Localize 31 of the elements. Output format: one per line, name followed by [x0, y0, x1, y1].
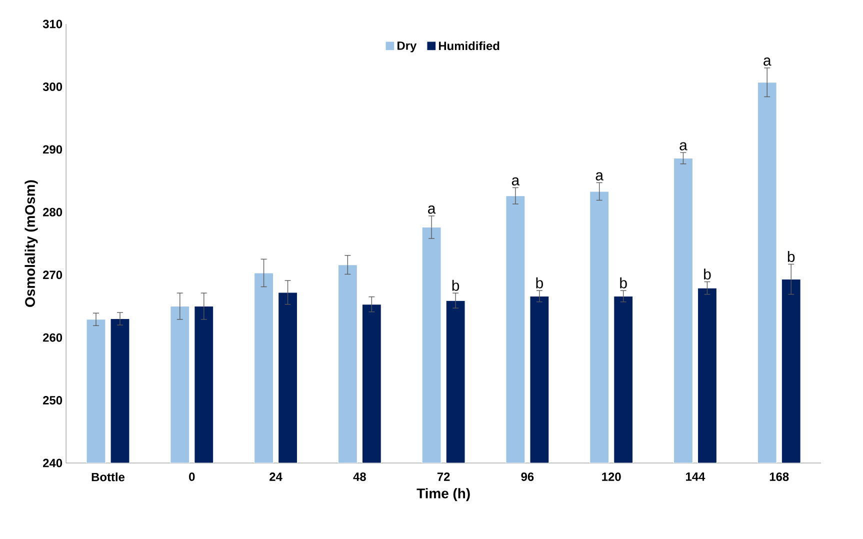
- y-tick-label: 310: [42, 20, 62, 28]
- annotation: a: [680, 142, 688, 150]
- annotation: b: [704, 268, 711, 280]
- x-tick-label: 168: [770, 472, 789, 481]
- annotation: b: [788, 251, 795, 262]
- x-tick-label: 24: [270, 472, 282, 481]
- y-tick-label: 240: [43, 458, 62, 468]
- x-tick-label: Bottle: [92, 472, 125, 482]
- annotation: b: [620, 277, 627, 288]
- annotation: b: [536, 277, 543, 288]
- x-tick-label: 72: [437, 472, 450, 481]
- annotation: a: [512, 177, 520, 186]
- x-tick-label: 144: [686, 472, 706, 481]
- y-tick-label: 260: [43, 333, 62, 342]
- annotation: a: [428, 206, 436, 214]
- legend-label: Humidified: [438, 41, 500, 50]
- y-tick-label: 270: [43, 270, 62, 280]
- x-axis-title: Time (h): [416, 488, 470, 502]
- y-tick-label: 280: [43, 208, 62, 216]
- y-axis-title: Osmolality (mOsm): [24, 180, 38, 307]
- annotation: a: [596, 172, 604, 180]
- annotation: a: [764, 58, 772, 66]
- x-tick-label: 0: [189, 472, 195, 481]
- y-tick-label: 250: [43, 396, 62, 405]
- annotation: b: [452, 280, 460, 291]
- y-tick-label: 290: [43, 145, 62, 154]
- legend-label: Dry: [398, 42, 417, 52]
- x-tick-label: 48: [353, 472, 366, 481]
- y-tick-label: 300: [42, 82, 62, 91]
- x-tick-label: 96: [521, 472, 534, 481]
- x-tick-label: 120: [602, 472, 621, 481]
